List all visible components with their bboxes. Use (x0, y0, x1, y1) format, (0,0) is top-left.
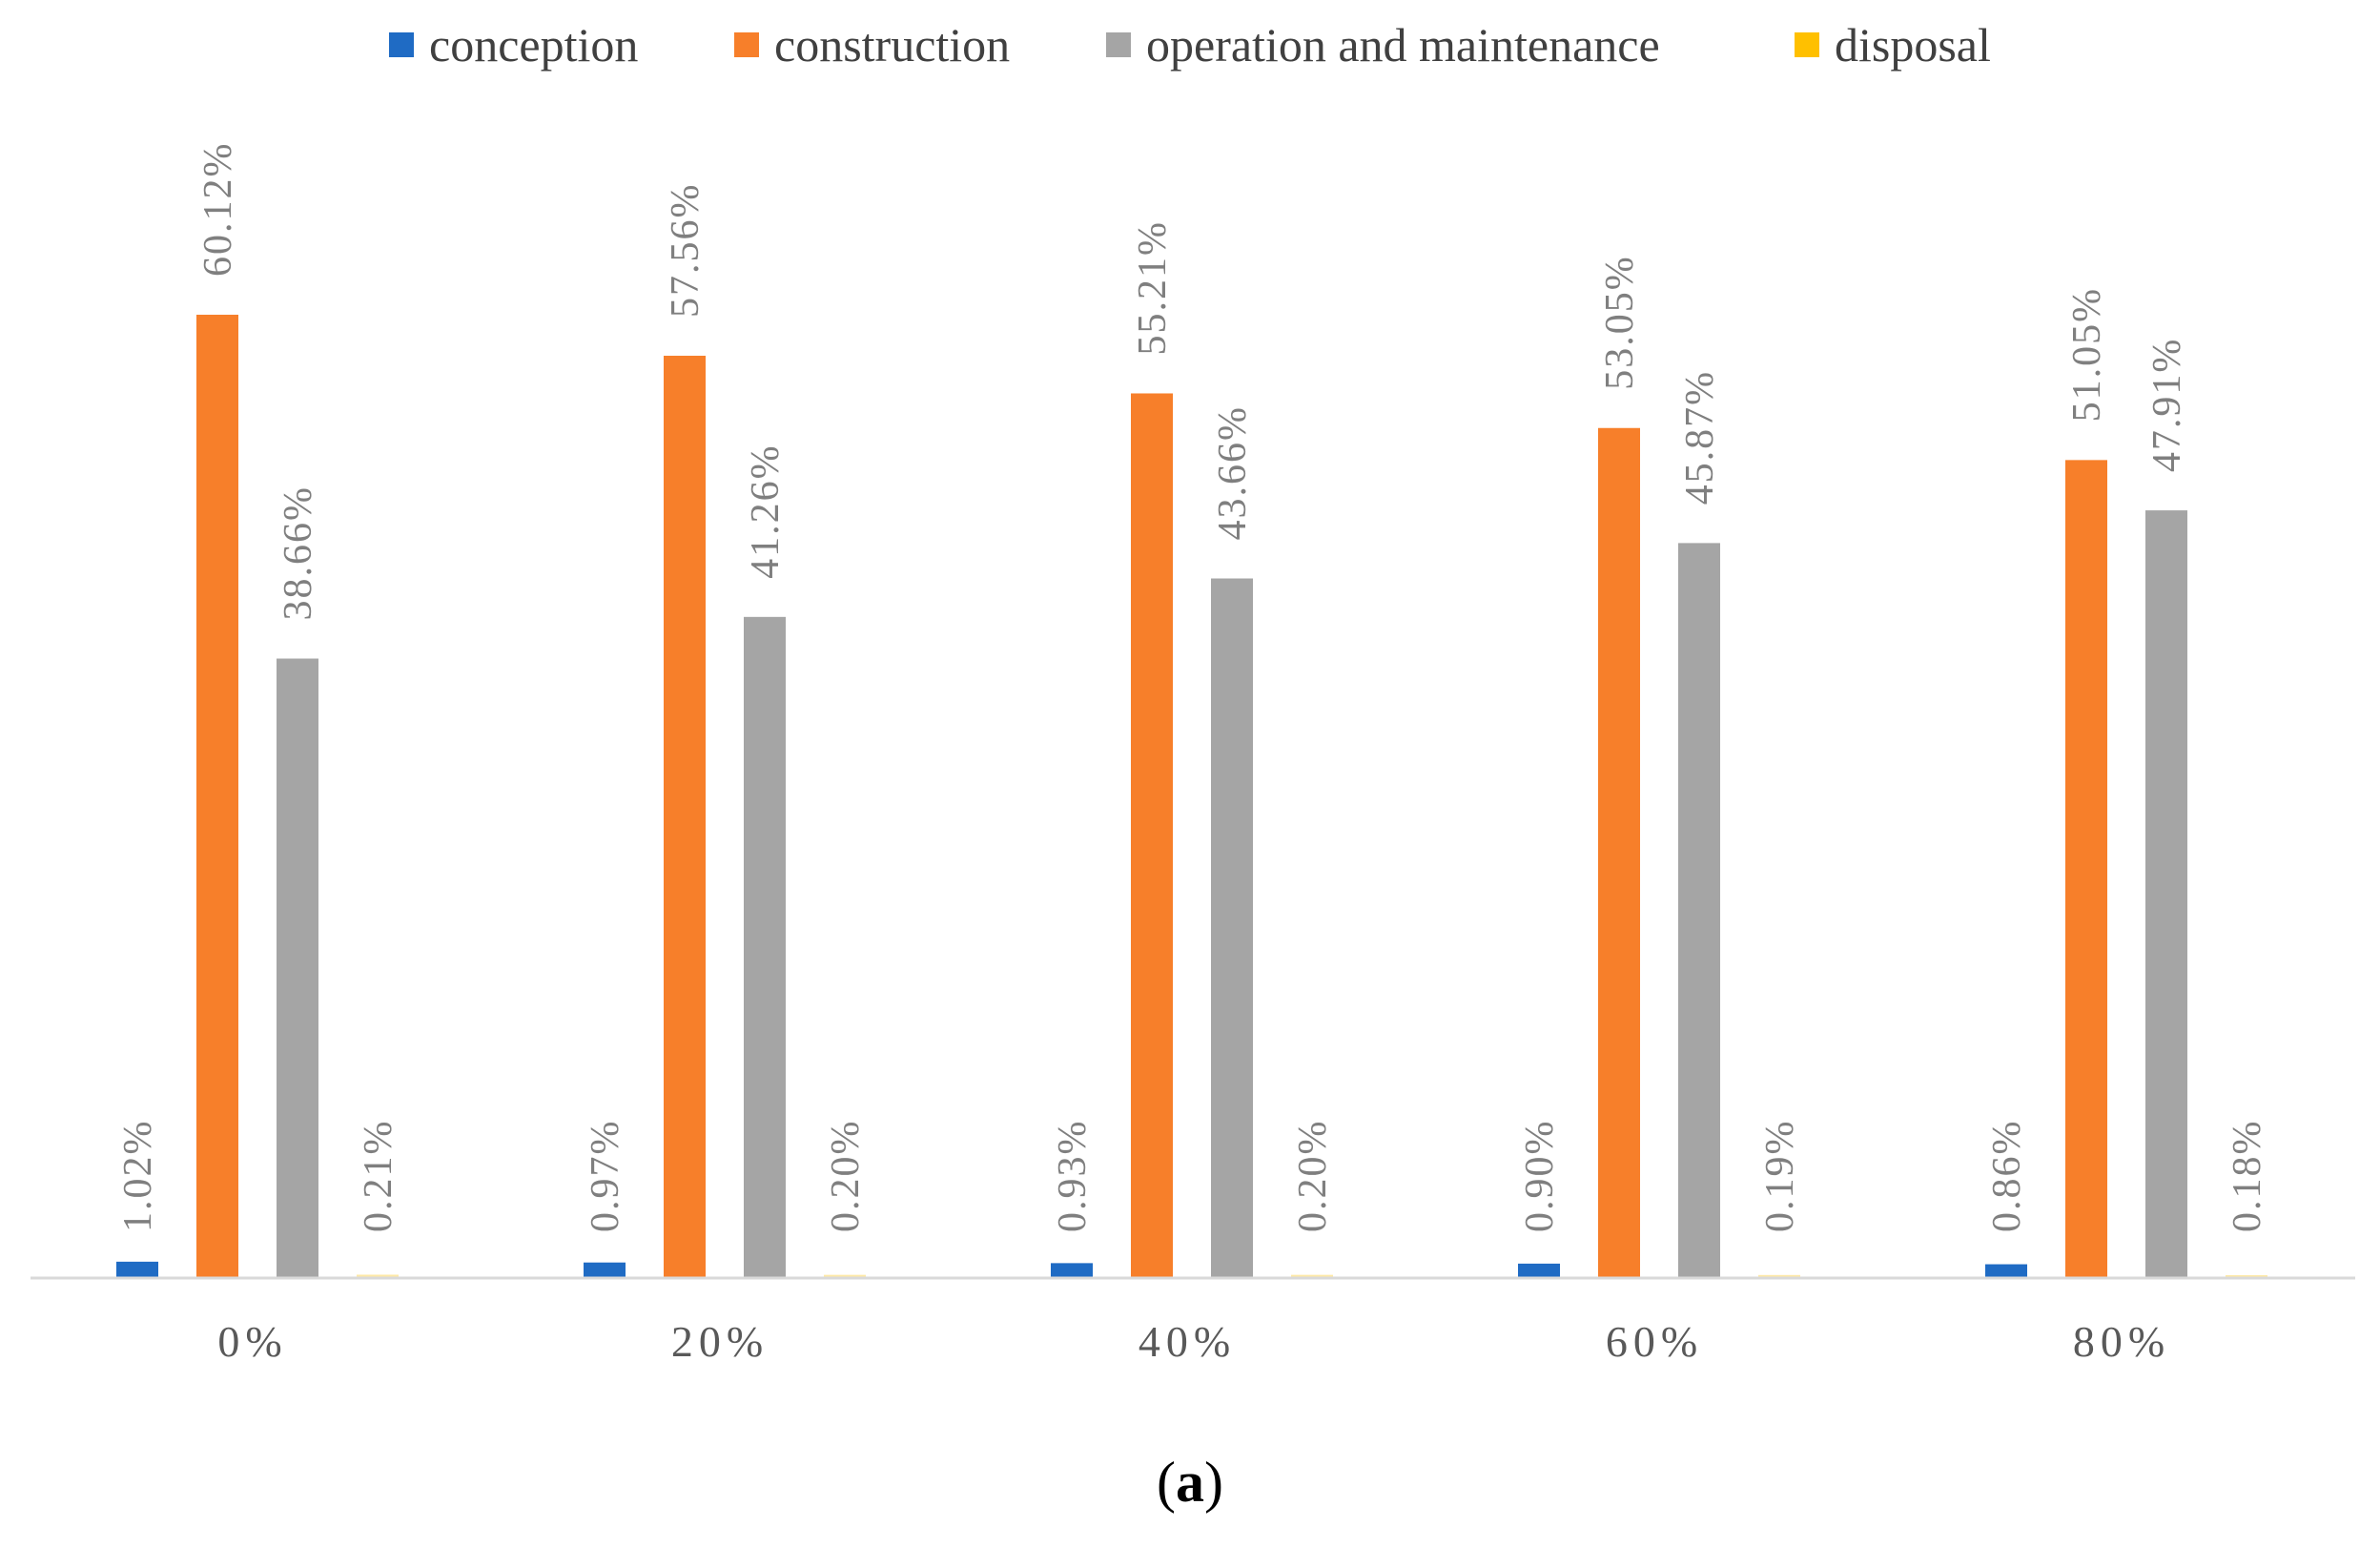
figure-caption: (a) (0, 1450, 2380, 1516)
bar-conception-40 (1051, 1263, 1093, 1278)
bar-operation-and-maintenance-80 (2145, 510, 2187, 1278)
caption-open: ( (1157, 1451, 1176, 1514)
bar-construction-60 (1598, 427, 1640, 1278)
bar-disposal-80 (2226, 1274, 2267, 1278)
caption-close: ) (1204, 1451, 1223, 1514)
bar-disposal-0 (357, 1274, 399, 1278)
legend-label-operation-and-maintenance: operation and maintenance (1146, 18, 1660, 72)
bar-operation-and-maintenance-0 (277, 658, 318, 1278)
value-label-conception-0: 1.02% (116, 1120, 160, 1233)
bars (116, 314, 2267, 1278)
value-label-conception-20: 0.97% (584, 1120, 627, 1233)
bar-conception-0 (116, 1261, 158, 1278)
bar-construction-0 (196, 314, 238, 1278)
value-label-operation-and-maintenance-20: 41.26% (744, 443, 788, 579)
value-label-conception-40: 0.93% (1051, 1120, 1095, 1233)
bar-construction-20 (664, 355, 706, 1278)
value-label-operation-and-maintenance-40: 43.66% (1211, 405, 1255, 541)
x-tick-labels: 0% 20% 40% 60% 80% (217, 1317, 2170, 1366)
bar-construction-80 (2065, 460, 2107, 1278)
bar-conception-20 (584, 1262, 626, 1278)
legend-label-conception: conception (429, 18, 638, 72)
value-labels: 1.02% 60.12% 38.66% 0.21% 0.97% 57.56% 41.26% 0… (116, 141, 2269, 1232)
caption-letter: a (1176, 1451, 1204, 1514)
value-label-operation-and-maintenance-80: 47.91% (2145, 338, 2189, 473)
legend-label-construction: construction (774, 18, 1010, 72)
legend-label-disposal: disposal (1835, 18, 1991, 72)
bar-disposal-60 (1758, 1274, 1800, 1278)
bar-operation-and-maintenance-40 (1211, 578, 1253, 1278)
value-label-conception-60: 0.90% (1518, 1120, 1562, 1233)
value-label-construction-0: 60.12% (196, 141, 240, 277)
legend-swatch-operation-and-maintenance (1106, 32, 1131, 57)
value-label-construction-40: 55.21% (1131, 220, 1175, 356)
bar-operation-and-maintenance-60 (1678, 543, 1720, 1278)
value-label-disposal-40: 0.20% (1291, 1120, 1335, 1233)
value-label-disposal-20: 0.20% (824, 1120, 868, 1233)
legend: conception construction operation and main… (389, 18, 1991, 72)
x-tick-80: 80% (2073, 1317, 2170, 1366)
x-tick-60: 60% (1606, 1317, 1703, 1366)
bar-construction-40 (1131, 393, 1173, 1278)
x-tick-40: 40% (1139, 1317, 1236, 1366)
legend-swatch-construction (734, 32, 759, 57)
legend-swatch-disposal (1795, 32, 1819, 57)
x-tick-20: 20% (671, 1317, 769, 1366)
value-label-operation-and-maintenance-60: 45.87% (1678, 370, 1722, 505)
value-label-construction-20: 57.56% (664, 182, 708, 318)
bar-disposal-20 (824, 1274, 866, 1278)
value-label-disposal-0: 0.21% (357, 1120, 400, 1233)
value-label-disposal-60: 0.19% (1758, 1120, 1802, 1233)
value-label-construction-80: 51.05% (2065, 287, 2109, 423)
value-label-construction-60: 53.05% (1598, 255, 1642, 390)
bar-conception-60 (1518, 1263, 1560, 1278)
value-label-operation-and-maintenance-0: 38.66% (277, 485, 320, 621)
bar-disposal-40 (1291, 1274, 1333, 1278)
x-tick-0: 0% (217, 1317, 287, 1366)
value-label-conception-80: 0.86% (1985, 1120, 2029, 1233)
bar-operation-and-maintenance-20 (744, 616, 786, 1278)
bar-conception-80 (1985, 1264, 2027, 1278)
value-label-disposal-80: 0.18% (2226, 1120, 2269, 1233)
legend-swatch-conception (389, 32, 414, 57)
